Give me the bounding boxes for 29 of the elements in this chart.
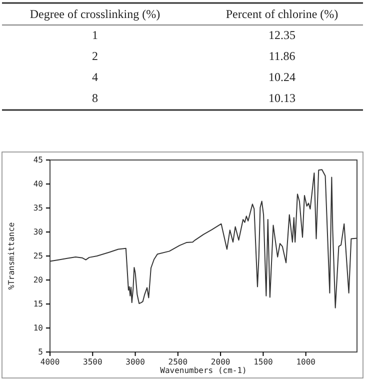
y-tick-label: 25 [33, 252, 44, 261]
category-label: 1 [92, 28, 98, 42]
category-label: 4 [92, 70, 98, 84]
category-label: 8 [92, 91, 98, 105]
data-label: 10.13 [268, 91, 296, 105]
x-tick-label: 2500 [168, 358, 188, 367]
x-tick-label: 2000 [210, 358, 230, 367]
text: Degree of crosslinking (%) [30, 7, 160, 21]
x-axis-title: Wavenumbers (cm-1) [160, 366, 247, 375]
y-tick-label: 15 [33, 300, 44, 309]
x-tick-label: 4000 [40, 358, 60, 367]
y-tick-label: 45 [33, 156, 44, 165]
line-series [50, 169, 358, 308]
data-label: 11.86 [268, 49, 296, 63]
y-tick-label: 20 [33, 276, 44, 285]
x-tick-label: 1000 [296, 358, 316, 367]
y-tick-label: 10 [33, 324, 44, 333]
x-tick-label: 1500 [254, 358, 274, 367]
y-axis-title: %Transmittance [7, 222, 16, 290]
y-tick-label: 30 [33, 228, 44, 237]
data-label: 10.24 [268, 70, 296, 84]
y-tick-label: 40 [33, 180, 44, 189]
y-tick-label: 5 [38, 348, 44, 357]
y-tick-label: 35 [33, 204, 44, 213]
category-label: 2 [92, 49, 98, 63]
data-label: 12.35 [268, 28, 296, 42]
x-tick-label: 3000 [126, 358, 146, 367]
x-tick-label: 3500 [83, 358, 102, 367]
text: Percent of chlorine (%) [226, 7, 338, 21]
